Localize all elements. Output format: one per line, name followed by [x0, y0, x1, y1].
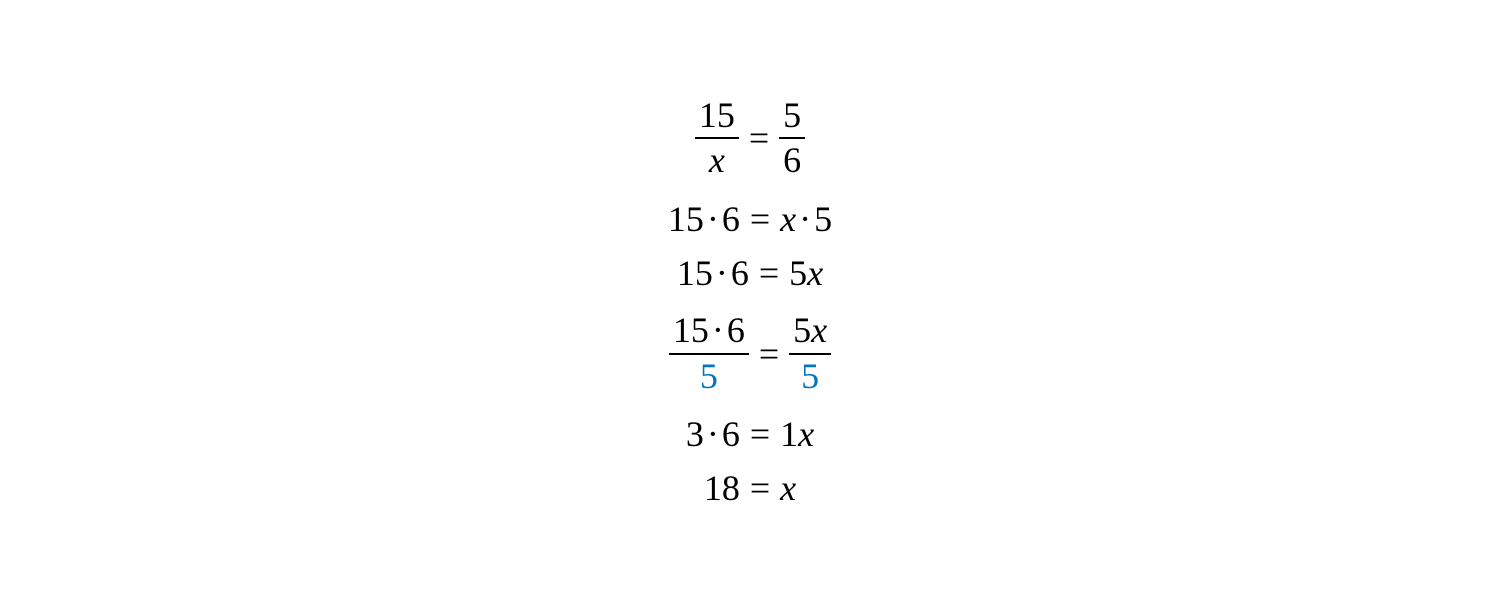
- product-left: 3 · 6: [686, 416, 740, 452]
- equation-line-3: 15 · 6 = 5x: [677, 255, 823, 291]
- numerator: 5: [779, 94, 805, 138]
- dot-operator: ·: [709, 311, 727, 351]
- denominator-variable: x: [705, 139, 729, 183]
- dot-operator: ·: [713, 255, 731, 291]
- dot-operator: ·: [704, 416, 722, 452]
- factor: 3: [686, 416, 704, 452]
- coefficient: 1: [780, 416, 798, 452]
- fraction-right: 5 6: [779, 94, 805, 183]
- denominator: 6: [779, 139, 805, 183]
- value-left: 18: [704, 470, 740, 506]
- dot-operator: ·: [704, 201, 722, 237]
- term-right: 5x: [789, 255, 823, 291]
- equation-line-1: 15 x = 5 6: [695, 94, 805, 183]
- factor: 6: [722, 201, 740, 237]
- fraction-left: 15 · 6 5: [669, 309, 749, 398]
- coefficient: 5: [789, 255, 807, 291]
- equals-sign: =: [749, 255, 789, 291]
- fraction-right: 5x 5: [789, 309, 831, 398]
- equals-sign: =: [739, 120, 779, 156]
- product-left: 15 · 6: [668, 201, 740, 237]
- variable: x: [798, 416, 814, 452]
- variable: x: [780, 470, 796, 506]
- equals-sign: =: [740, 416, 780, 452]
- factor: 15: [677, 255, 713, 291]
- equation-line-6: 18 = x: [704, 470, 796, 506]
- factor: 5: [814, 201, 832, 237]
- coefficient: 5: [793, 311, 811, 351]
- numerator: 15: [695, 94, 739, 138]
- numerator-term: 5x: [789, 309, 831, 353]
- equation-line-4: 15 · 6 5 = 5x 5: [669, 309, 831, 398]
- product-right: x · 5: [780, 201, 832, 237]
- term-right: 1x: [780, 416, 814, 452]
- equals-sign: =: [740, 470, 780, 506]
- variable: x: [807, 255, 823, 291]
- equation-line-5: 3 · 6 = 1x: [686, 416, 814, 452]
- denominator-highlight: 5: [797, 355, 823, 399]
- dot-operator: ·: [796, 201, 814, 237]
- equals-sign: =: [749, 336, 789, 372]
- equation-steps: 15 x = 5 6 15 · 6 = x · 5 15 · 6 =: [0, 0, 1500, 600]
- fraction-left: 15 x: [695, 94, 739, 183]
- denominator-highlight: 5: [696, 355, 722, 399]
- factor: 6: [727, 311, 745, 351]
- factor: 6: [731, 255, 749, 291]
- variable: x: [780, 201, 796, 237]
- factor: 15: [668, 201, 704, 237]
- numerator-product: 15 · 6: [669, 309, 749, 353]
- variable: x: [811, 311, 827, 351]
- product-left: 15 · 6: [677, 255, 749, 291]
- factor: 6: [722, 416, 740, 452]
- factor: 15: [673, 311, 709, 351]
- equals-sign: =: [740, 201, 780, 237]
- equation-line-2: 15 · 6 = x · 5: [668, 201, 832, 237]
